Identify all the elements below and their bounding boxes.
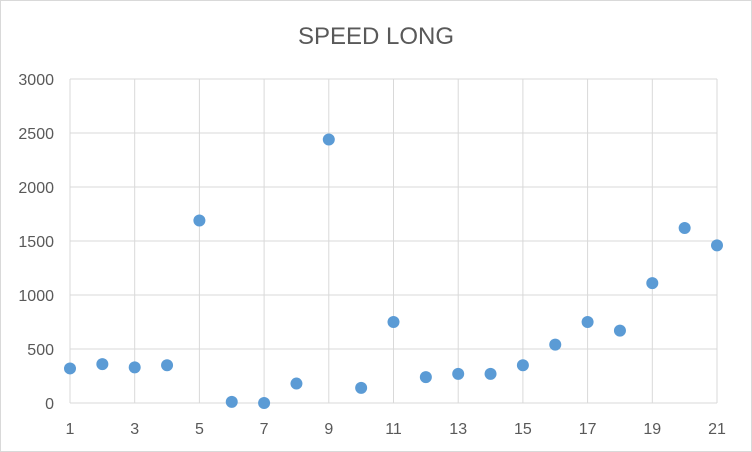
y-tick-label: 2500 [18, 126, 54, 143]
x-axis-ticks: 1 3 5 7 9 11 13 15 17 19 21 [66, 421, 726, 438]
y-tick-label: 1000 [18, 288, 54, 305]
data-point [322, 133, 335, 146]
x-tick-label: 7 [260, 421, 269, 438]
data-point [387, 316, 400, 328]
data-point [96, 358, 109, 371]
data-point [484, 367, 497, 380]
y-axis-ticks: 0 500 1000 1500 2000 2500 3000 [18, 72, 54, 413]
y-tick-label: 1500 [18, 234, 54, 251]
x-tick-label: 5 [195, 421, 204, 438]
x-tick-label: 11 [385, 421, 402, 438]
data-point [613, 324, 626, 337]
x-tick-label: 21 [708, 421, 726, 438]
data-point [646, 277, 659, 290]
gridlines [69, 78, 718, 404]
data-point [290, 377, 303, 390]
data-point [678, 222, 691, 235]
data-points [64, 133, 723, 409]
data-point [452, 367, 465, 380]
data-point [516, 359, 529, 372]
data-point [128, 361, 141, 374]
x-tick-label: 9 [324, 421, 333, 438]
y-tick-label: 500 [27, 342, 54, 359]
x-tick-label: 17 [579, 421, 597, 438]
data-point [225, 395, 238, 408]
data-point [161, 359, 174, 372]
x-tick-label: 15 [514, 421, 532, 438]
x-tick-label: 13 [449, 421, 467, 438]
y-tick-label: 0 [45, 396, 54, 413]
data-point [258, 397, 271, 409]
data-point [581, 316, 594, 328]
data-point [549, 338, 562, 351]
data-point [193, 214, 206, 227]
data-point [711, 239, 723, 252]
x-tick-label: 1 [66, 421, 75, 438]
y-tick-label: 3000 [18, 72, 54, 89]
data-point [419, 371, 432, 384]
x-tick-label: 19 [643, 421, 661, 438]
data-point [64, 362, 76, 375]
x-tick-label: 3 [130, 421, 139, 438]
data-point [355, 381, 368, 394]
y-tick-label: 2000 [18, 180, 54, 197]
chart-title: SPEED LONG [298, 23, 454, 50]
